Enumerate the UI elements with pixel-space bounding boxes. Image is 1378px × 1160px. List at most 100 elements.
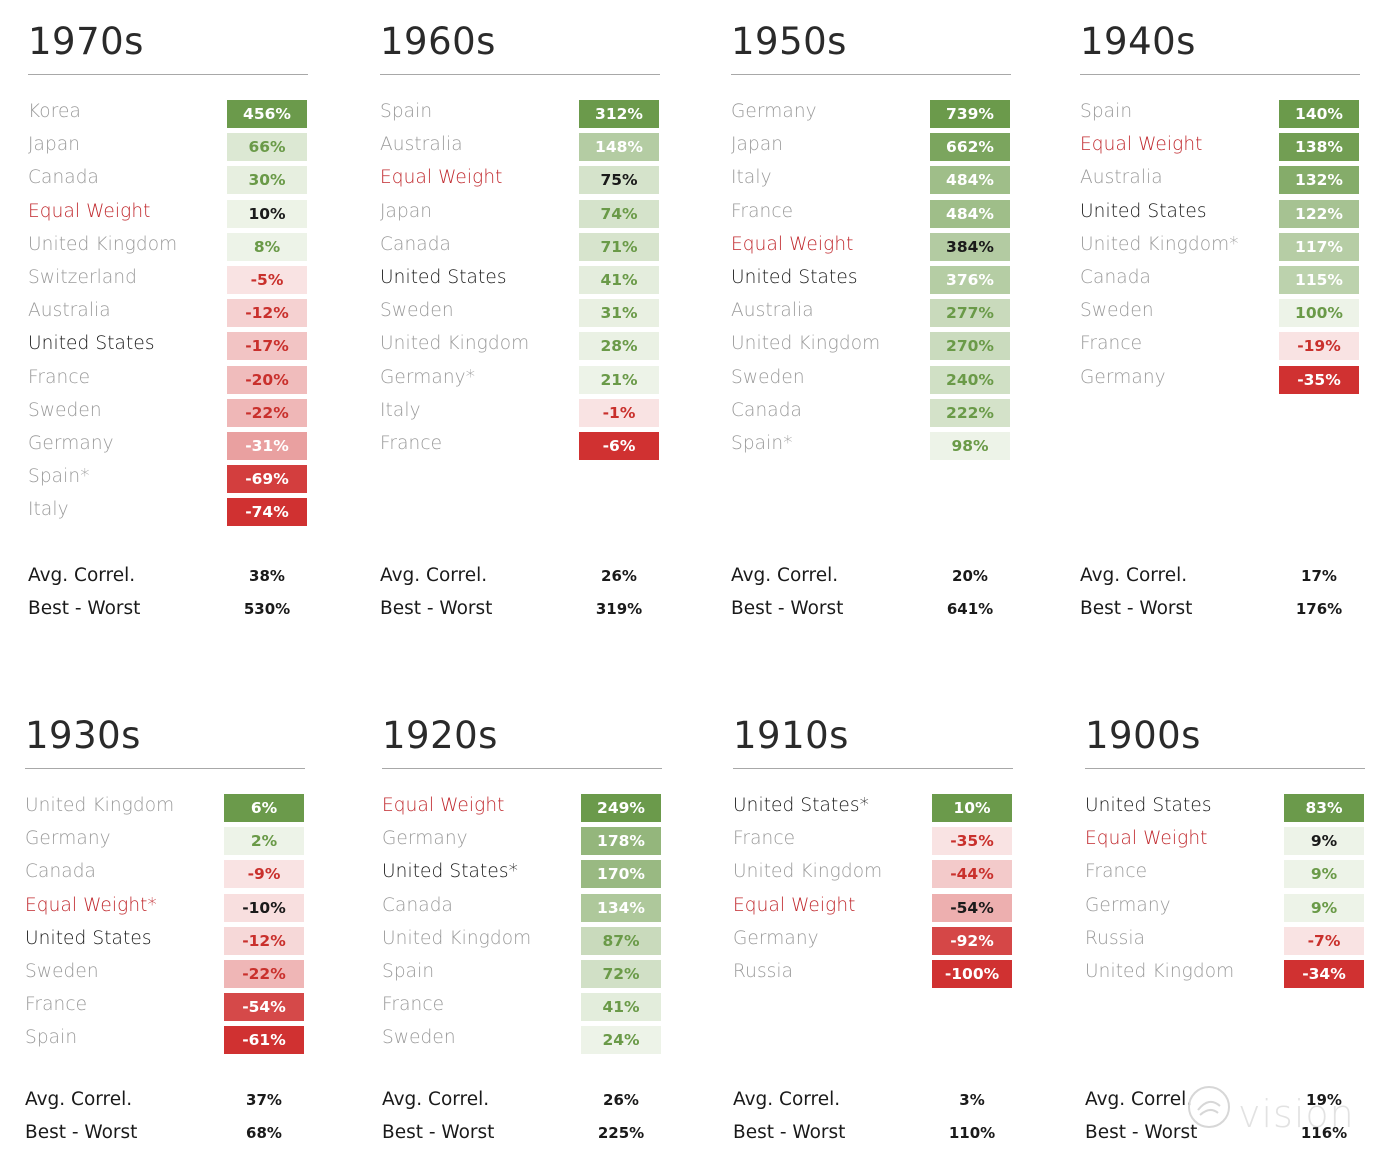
table-row: Sweden 31% — [380, 297, 662, 330]
return-cell: 30% — [227, 166, 307, 195]
return-cell: 117% — [1279, 232, 1359, 261]
table-row: Equal Weight* -10% — [25, 892, 307, 925]
country-label: United Kingdom — [733, 861, 883, 883]
table-row: France 41% — [382, 991, 664, 1024]
return-cell: 9% — [1284, 860, 1364, 889]
title-divider — [1085, 768, 1365, 769]
table-row: Germany -92% — [733, 925, 1015, 958]
table-row: France -6% — [380, 430, 662, 463]
return-cell: 31% — [579, 299, 659, 328]
avg-correl-label: Avg. Correl. — [28, 565, 136, 586]
country-label: Spain — [25, 1027, 78, 1049]
table-row: Canada 30% — [28, 164, 310, 197]
return-cell: 6% — [224, 794, 304, 822]
country-label: Canada — [382, 894, 453, 916]
country-label: Sweden — [25, 960, 99, 982]
table-row: Canada -9% — [25, 858, 307, 891]
table-row: Sweden -22% — [28, 397, 310, 430]
decade-title: 1940s — [1080, 20, 1196, 63]
return-cell: -69% — [227, 465, 307, 494]
table-row: Russia -100% — [733, 958, 1015, 991]
country-label: United Kingdom* — [1080, 233, 1239, 255]
country-label: Sweden — [28, 399, 102, 421]
return-cell: 270% — [930, 332, 1010, 361]
best-worst-value: 176% — [1295, 600, 1343, 618]
summary-stats: Avg. Correl. 19% Best - Worst 116% — [1085, 1089, 1367, 1155]
table-row: United States 83% — [1085, 792, 1367, 825]
table-row: Switzerland -5% — [28, 264, 310, 297]
return-cell: -74% — [227, 498, 307, 527]
country-label: Spain — [382, 960, 435, 982]
table-row: Sweden 100% — [1080, 297, 1362, 330]
return-cell: 66% — [227, 133, 307, 162]
table-row: Japan 74% — [380, 198, 662, 231]
return-cell: 484% — [930, 166, 1010, 195]
country-label: Equal Weight — [733, 894, 856, 916]
avg-correl-value: 37% — [246, 1091, 282, 1109]
title-divider — [1080, 74, 1360, 75]
summary-stats: Avg. Correl. 26% Best - Worst 319% — [380, 565, 662, 631]
best-worst-label: Best - Worst — [382, 1122, 495, 1143]
return-cell: 28% — [579, 332, 659, 361]
table-row: United Kingdom 8% — [28, 231, 310, 264]
country-label: United States — [380, 266, 507, 288]
country-label: Spain — [380, 101, 433, 122]
country-label: United States — [1080, 200, 1207, 222]
return-cell: 72% — [581, 959, 661, 988]
avg-correl-label: Avg. Correl. — [1085, 1089, 1193, 1110]
country-label: Germany — [382, 828, 468, 850]
table-row: Equal Weight 138% — [1080, 131, 1362, 164]
table-row: United States* 170% — [382, 858, 664, 891]
table-row: United States 376% — [731, 264, 1013, 297]
return-cell: 2% — [224, 827, 304, 856]
country-label: United Kingdom — [28, 233, 178, 255]
table-row: Germany* 21% — [380, 364, 662, 397]
decade-title: 1960s — [380, 20, 496, 63]
country-label: France — [733, 828, 796, 850]
country-label: Germany — [1085, 894, 1171, 916]
table-row: Australia 148% — [380, 131, 662, 164]
country-label: Equal Weight — [382, 795, 505, 816]
return-cell: -100% — [932, 959, 1012, 988]
return-cell: -31% — [227, 431, 307, 460]
country-label: Germany — [25, 828, 111, 850]
avg-correl-row: Avg. Correl. 26% — [380, 565, 662, 598]
table-row: Germany -31% — [28, 430, 310, 463]
returns-list: Equal Weight 249% Germany 178% United States… — [382, 792, 664, 1058]
country-label: Russia — [1085, 927, 1146, 949]
return-cell: 134% — [581, 893, 661, 922]
country-label: Japan — [28, 134, 81, 156]
return-cell: -7% — [1284, 926, 1364, 955]
return-cell: -54% — [932, 893, 1012, 922]
avg-correl-row: Avg. Correl. 37% — [25, 1089, 307, 1122]
country-label: Sweden — [731, 366, 805, 388]
summary-stats: Avg. Correl. 38% Best - Worst 530% — [28, 565, 310, 631]
best-worst-value: 116% — [1300, 1124, 1348, 1142]
table-row: Equal Weight 384% — [731, 231, 1013, 264]
table-row: Germany 9% — [1085, 892, 1367, 925]
best-worst-value: 68% — [246, 1124, 282, 1142]
return-cell: -54% — [224, 993, 304, 1022]
avg-correl-row: Avg. Correl. 38% — [28, 565, 310, 598]
return-cell: 75% — [579, 166, 659, 195]
table-row: Korea 456% — [28, 98, 310, 131]
table-row: United States -17% — [28, 330, 310, 363]
return-cell: 98% — [930, 431, 1010, 460]
country-label: Korea — [28, 101, 81, 122]
country-label: United States — [1085, 795, 1212, 816]
best-worst-value: 110% — [948, 1124, 996, 1142]
returns-list: United States* 10% France -35% United Kingdo… — [733, 792, 1015, 991]
return-cell: 170% — [581, 860, 661, 889]
country-label: Sweden — [1080, 300, 1154, 322]
country-label: Germany — [731, 101, 817, 122]
best-worst-row: Best - Worst 319% — [380, 598, 662, 631]
country-label: United States — [25, 927, 152, 949]
table-row: United Kingdom 28% — [380, 330, 662, 363]
country-label: France — [731, 200, 794, 222]
avg-correl-row: Avg. Correl. 3% — [733, 1089, 1015, 1122]
table-row: France 484% — [731, 198, 1013, 231]
country-label: Germany — [1080, 366, 1166, 388]
country-label: Equal Weight — [1085, 828, 1208, 850]
best-worst-label: Best - Worst — [733, 1122, 846, 1143]
country-label: Australia — [731, 300, 814, 322]
